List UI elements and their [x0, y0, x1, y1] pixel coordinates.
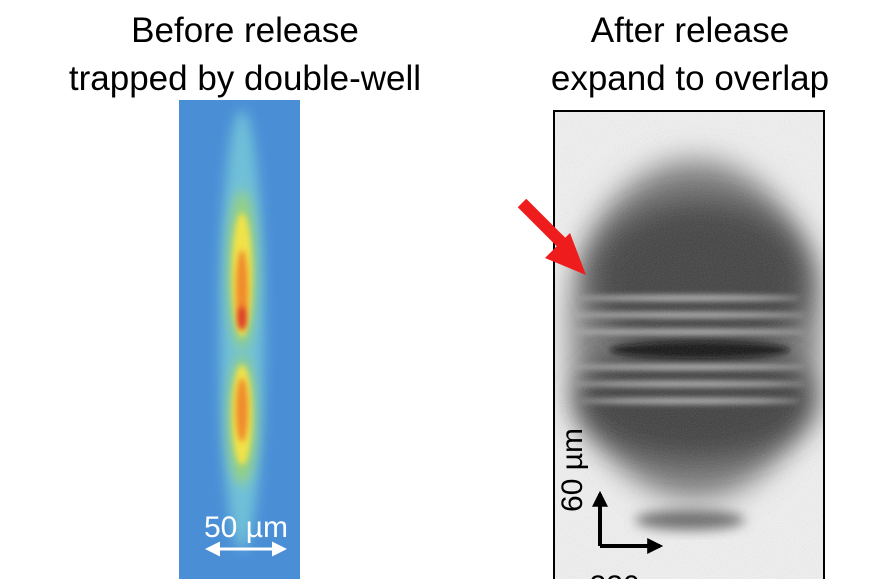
right-title-line-1: After release	[591, 11, 789, 50]
right-title-line-2: expand to overlap	[551, 59, 829, 98]
left-title-line-2: trapped by double-well	[69, 59, 421, 98]
red-arrow	[517, 198, 586, 275]
left-title-line-1: Before release	[131, 11, 359, 50]
right-image	[553, 110, 825, 579]
horizontal-scale-label: 330 µm	[590, 570, 691, 579]
left-image	[175, 100, 300, 579]
vertical-scale-label: 60 µm	[556, 428, 589, 512]
left-scale-label: 50 µm	[204, 511, 288, 544]
